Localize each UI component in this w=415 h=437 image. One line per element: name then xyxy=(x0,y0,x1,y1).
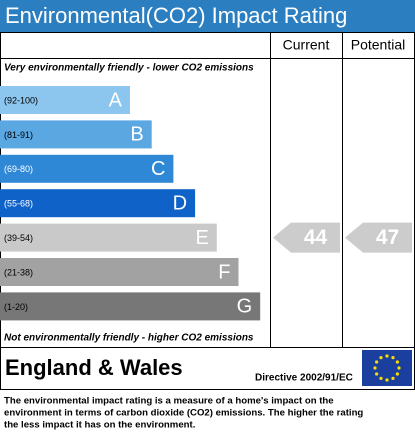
flag-star xyxy=(395,372,399,376)
column-header: Current xyxy=(283,37,330,53)
band-range: (69-80) xyxy=(4,164,33,174)
directive: Directive 2002/91/EC xyxy=(255,373,353,384)
bottom-note: Not environmentally friendly - higher CO… xyxy=(4,333,254,344)
region: England & Wales xyxy=(5,355,183,380)
band-range: (21-38) xyxy=(4,267,33,277)
band-bar xyxy=(0,223,217,252)
description-line: the less impact it has on the environmen… xyxy=(4,420,195,431)
band-range: (39-54) xyxy=(4,233,33,243)
rating-arrow xyxy=(273,222,340,253)
flag-star xyxy=(375,360,379,364)
band-letter: B xyxy=(130,124,143,146)
band-bar xyxy=(0,258,239,286)
band-range: (55-68) xyxy=(4,199,33,209)
flag-star xyxy=(379,376,383,380)
band-bar xyxy=(0,154,174,183)
band-range: (81-91) xyxy=(4,130,33,140)
flag-star xyxy=(391,376,395,380)
band-letter: F xyxy=(218,261,230,283)
flag-star xyxy=(385,354,389,358)
eu-flag xyxy=(362,350,412,386)
rating-value: 44 xyxy=(304,226,328,249)
band-range: (92-100) xyxy=(4,95,38,105)
band-letter: D xyxy=(173,192,187,214)
flag-star xyxy=(379,356,383,360)
band-bar xyxy=(0,189,196,218)
flag-star xyxy=(375,372,379,376)
band-letter: G xyxy=(237,296,253,318)
flag-star xyxy=(397,366,401,370)
flag-star xyxy=(385,378,389,382)
description-line: The environmental impact rating is a mea… xyxy=(4,396,334,407)
rating-arrow xyxy=(345,222,412,253)
top-note: Very environmentally friendly - lower CO… xyxy=(4,63,254,74)
chart-title: Environmental(CO2) Impact Rating xyxy=(5,3,347,28)
band-letter: E xyxy=(195,227,208,249)
band-letter: A xyxy=(109,89,123,111)
rating-value: 47 xyxy=(376,226,399,249)
band-bar xyxy=(0,86,130,114)
band-bar xyxy=(0,120,152,149)
title-bar xyxy=(0,0,415,32)
flag-star xyxy=(373,366,377,370)
band-letter: C xyxy=(151,158,165,180)
band-bar xyxy=(0,292,261,321)
column-header: Potential xyxy=(351,37,405,53)
flag-star xyxy=(395,360,399,364)
flag-star xyxy=(391,356,395,360)
description-line: environment in terms of carbon dioxide (… xyxy=(4,408,363,419)
band-range: (1-20) xyxy=(4,302,28,312)
